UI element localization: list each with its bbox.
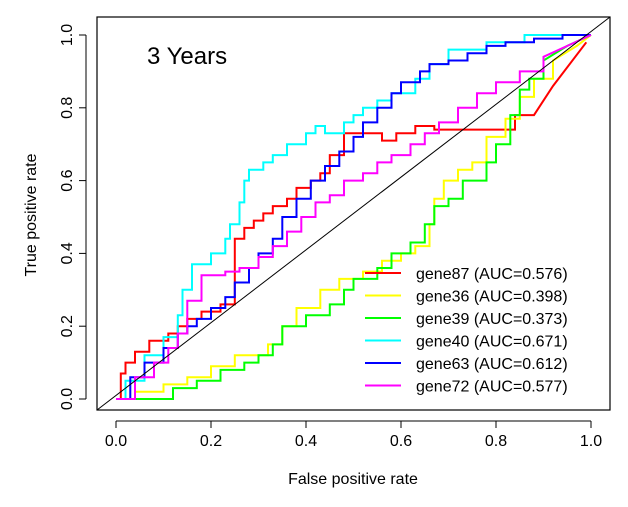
y-tick-label: 0.2 — [59, 315, 76, 337]
series-line-gene63 — [116, 34, 591, 400]
legend-label-gene63: gene63 (AUC=0.612) — [416, 356, 568, 373]
x-axis: 0.0 0.2 0.4 0.6 0.8 1.0 — [105, 420, 602, 450]
y-tick-label: 0.8 — [59, 97, 76, 119]
x-tick-label: 0.0 — [105, 433, 127, 450]
legend-label-gene36: gene36 (AUC=0.398) — [416, 289, 568, 306]
x-axis-label: False positive rate — [288, 471, 418, 488]
series-line-gene72 — [116, 34, 592, 400]
series-layer — [116, 34, 592, 400]
chart-title: 3 Years — [147, 43, 227, 70]
legend-label-gene39: gene39 (AUC=0.373) — [416, 311, 568, 328]
legend-label-gene72: gene72 (AUC=0.577) — [416, 379, 568, 396]
plot-frame — [96, 16, 611, 411]
x-tick-label: 0.6 — [390, 433, 412, 450]
x-tick-label: 0.8 — [485, 433, 507, 450]
series-line-gene36 — [125, 34, 592, 400]
series-line-gene87 — [116, 41, 588, 400]
reference-diagonal — [96, 16, 611, 411]
legend-label-gene87: gene87 (AUC=0.576) — [416, 266, 568, 283]
y-axis-label: True positive rate — [23, 153, 40, 276]
series-line-gene39 — [116, 34, 592, 400]
y-tick-label: 0.4 — [59, 242, 76, 264]
x-tick-label: 0.2 — [200, 433, 222, 450]
y-tick-label: 1.0 — [59, 24, 76, 46]
x-tick-label: 0.4 — [295, 433, 317, 450]
x-tick-label: 1.0 — [580, 433, 602, 450]
legend: gene87 (AUC=0.576) gene36 (AUC=0.398) gene… — [365, 266, 568, 396]
y-axis: 0.0 0.2 0.4 0.6 0.8 1.0 — [59, 24, 87, 410]
series-line-gene40 — [116, 34, 591, 400]
y-tick-label: 0.0 — [59, 388, 76, 410]
legend-label-gene40: gene40 (AUC=0.671) — [416, 334, 568, 351]
y-tick-label: 0.6 — [59, 169, 76, 191]
